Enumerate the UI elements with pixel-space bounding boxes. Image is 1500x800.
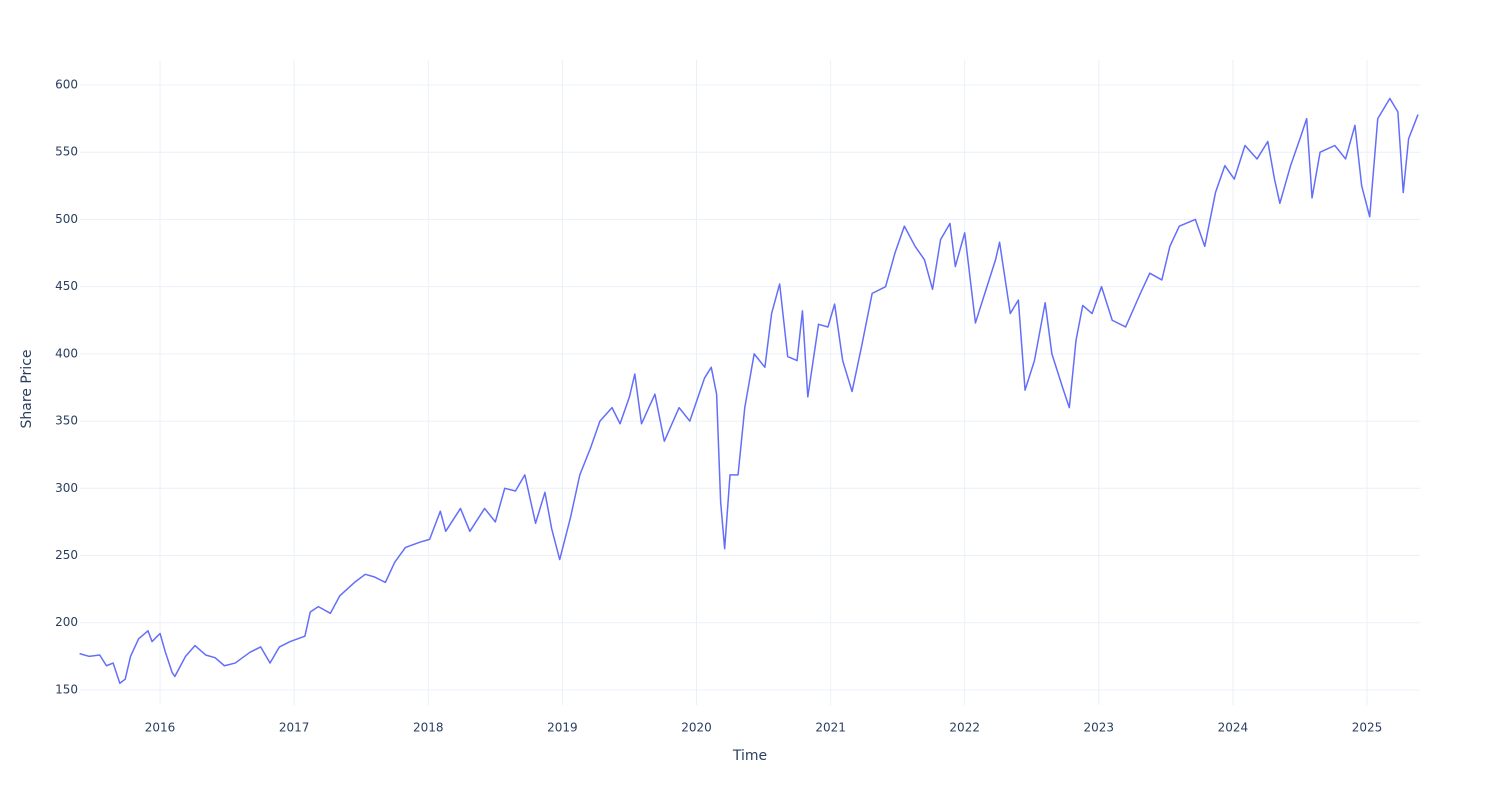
- y-tick-label: 550: [55, 145, 78, 159]
- y-tick-label: 400: [55, 346, 78, 360]
- y-axis-title: Share Price: [19, 349, 35, 428]
- y-tick-label: 500: [55, 212, 78, 226]
- y-tick-label: 200: [55, 615, 78, 629]
- y-tick-label: 150: [55, 682, 78, 696]
- y-tick-label: 450: [55, 279, 78, 293]
- x-tick-label: 2018: [413, 721, 444, 735]
- y-tick-label: 350: [55, 414, 78, 428]
- y-tick-label: 600: [55, 78, 78, 92]
- x-tick-label: 2017: [279, 721, 310, 735]
- grid: [80, 60, 1420, 705]
- line: [79, 97, 1419, 684]
- x-tick-label: 2023: [1084, 721, 1115, 735]
- x-tick-label: 2024: [1218, 721, 1249, 735]
- x-tick-label: 2019: [547, 721, 578, 735]
- x-tick-label: 2020: [681, 721, 712, 735]
- x-axis-title: Time: [732, 748, 767, 764]
- x-tick-label: 2021: [815, 721, 846, 735]
- y-tick-label: 300: [55, 481, 78, 495]
- x-tick-label: 2025: [1352, 721, 1383, 735]
- x-tick-label: 2022: [949, 721, 980, 735]
- x-tick-label: 2016: [145, 721, 176, 735]
- y-tick-label: 250: [55, 548, 78, 562]
